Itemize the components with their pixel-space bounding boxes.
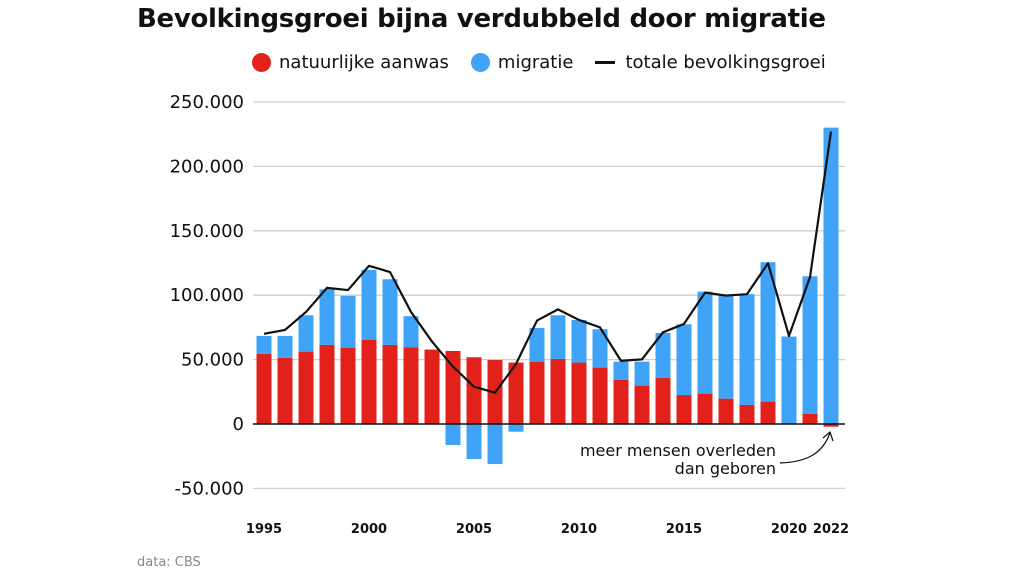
bar-migration [382,279,398,345]
x-tick-label: 2020 [771,522,807,537]
bar-migration [340,295,356,348]
bar-natural-growth [697,393,713,424]
bar-migration [298,315,314,352]
x-tick-label: 2000 [351,522,387,537]
bar-migration [613,361,629,380]
arrowhead-icon [822,430,834,442]
bar-migration [403,316,419,348]
bar-natural-growth [823,424,839,427]
annotation-arrow-icon [779,432,831,464]
legend-item-natural-growth: natuurlijke aanwas [252,52,449,73]
y-tick-label: -50.000 [175,478,244,499]
bar-natural-growth [508,362,524,424]
bar-natural-growth [382,344,398,424]
chart-title: Bevolkingsgroei bijna verdubbeld door mi… [137,4,826,34]
bar-migration [634,361,650,386]
bar-migration [697,291,713,394]
bar-natural-growth [550,358,566,424]
bar-migration [508,424,524,432]
bar-natural-growth [634,385,650,424]
legend-label: migratie [497,52,574,73]
y-tick-label: 0 [233,414,244,435]
bar-natural-growth [760,401,776,424]
bar-migration [760,262,776,402]
line-icon [595,61,616,64]
bar-natural-growth [424,349,440,424]
bar-migration [655,332,671,379]
bar-migration [256,335,272,354]
bar-migration [550,315,566,359]
y-tick-label: 150.000 [170,221,244,242]
bar-migration [319,289,335,345]
bar-natural-growth [466,357,482,424]
bar-natural-growth [256,353,272,424]
blue-dot-icon [470,53,490,72]
bar-natural-growth [718,398,734,424]
bar-natural-growth [739,404,755,424]
bar-natural-growth [655,378,671,424]
total-growth-line [263,131,833,394]
bar-migration [466,424,482,460]
x-tick-label: 2022 [813,522,849,537]
red-dot-icon [252,53,271,72]
x-tick-label: 2015 [666,522,702,537]
bar-natural-growth [592,367,608,424]
bar-natural-growth [277,357,293,424]
x-tick-label: 1995 [246,522,282,537]
annotation-text: dan geboren [675,459,776,478]
bar-migration [802,276,818,414]
bar-migration [676,324,692,396]
bar-natural-growth [613,379,629,424]
bar-natural-growth [319,344,335,424]
bar-migration [277,335,293,358]
y-tick-label: 200.000 [170,156,244,177]
bar-natural-growth [298,351,314,424]
bar-natural-growth [361,339,377,424]
bar-migration [487,424,503,465]
y-tick-label: 50.000 [181,350,244,371]
legend-item-migration: migratie [470,52,574,73]
bar-natural-growth [571,362,587,424]
annotation-text: meer mensen overleden [580,441,776,460]
bar-migration [781,336,797,424]
x-tick-label: 2010 [561,522,597,537]
bar-natural-growth [529,361,545,424]
bar-migration [823,127,839,425]
bar-migration [445,424,461,445]
legend-label: totale bevolkingsgroei [625,52,826,73]
bar-migration [361,269,377,340]
bar-migration [739,294,755,405]
bar-migration [718,295,734,399]
y-tick-label: 250.000 [170,92,244,113]
y-tick-label: 100.000 [170,285,244,306]
bar-natural-growth [340,347,356,424]
bar-migration [571,319,587,363]
legend: natuurlijke aanwas migratie totale bevol… [252,52,848,73]
bar-natural-growth [403,347,419,424]
x-tick-label: 2005 [456,522,492,537]
bar-natural-growth [676,395,692,424]
legend-label: natuurlijke aanwas [279,52,449,73]
bar-migration [592,329,608,368]
source-label: data: CBS [137,555,201,570]
bar-natural-growth [802,413,818,424]
bar-migration [529,327,545,362]
legend-item-total-growth: totale bevolkingsgroei [595,52,826,73]
